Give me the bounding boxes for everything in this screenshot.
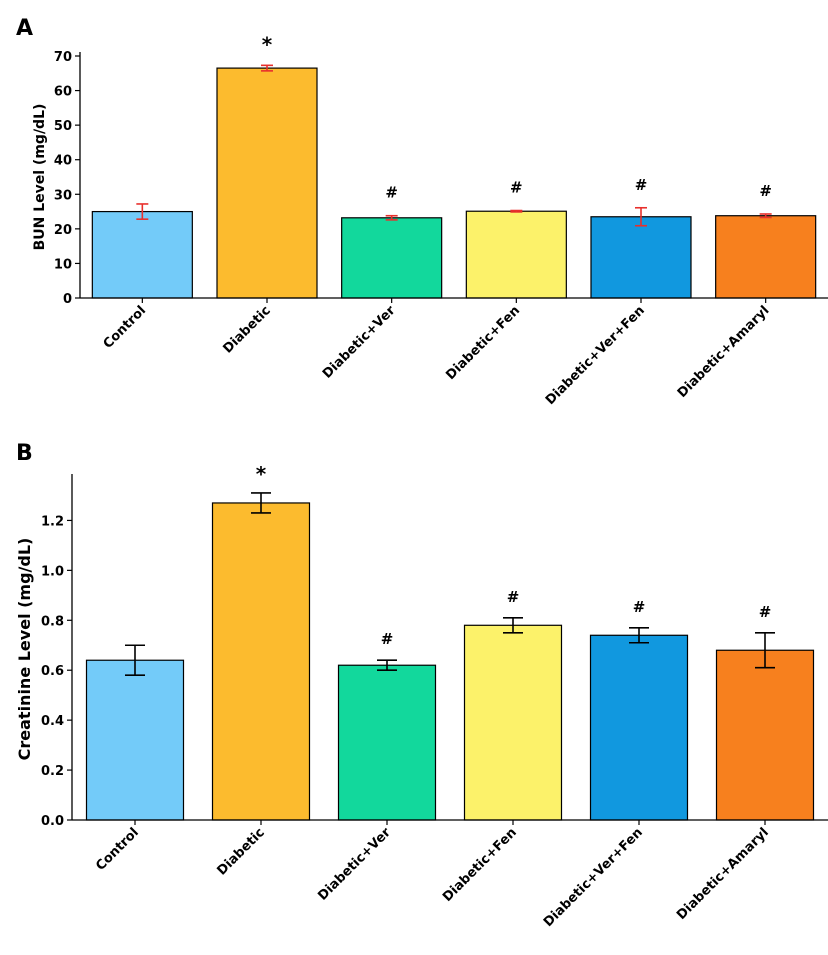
- error-bar: [510, 209, 523, 213]
- x-tick-label: Diabetic+Fen: [443, 303, 523, 383]
- x-tick-label: Control: [93, 825, 142, 874]
- error-bar: [251, 492, 271, 514]
- error-bar: [503, 616, 523, 634]
- y-tick-label: 0.4: [41, 714, 64, 729]
- y-tick-label: 20: [54, 223, 72, 238]
- panel-label-a: A: [16, 16, 33, 41]
- bar-control: [85, 659, 185, 821]
- error-bar: [629, 626, 649, 644]
- y-tick-label: 1.2: [41, 514, 64, 529]
- error-bar: [385, 214, 398, 221]
- bar-diabetic-fen: [463, 624, 563, 821]
- bar-diabetic: [211, 502, 311, 821]
- y-tick-label: 30: [54, 188, 72, 203]
- x-tick-label: Diabetic: [220, 303, 273, 356]
- y-tick-label: 50: [54, 119, 72, 134]
- x-tick-label: Diabetic+Fen: [440, 825, 520, 905]
- significance-marker: #: [635, 176, 648, 194]
- x-tick-label: Diabetic+Ver: [320, 303, 399, 382]
- error-bar: [261, 64, 273, 72]
- x-tick-label: Diabetic+Amaryl: [674, 825, 772, 923]
- significance-marker: #: [633, 598, 646, 616]
- y-axis-label: BUN Level (mg/dL): [32, 104, 48, 251]
- creatinine-chart: * # # # #0.0 0.2 0.4 0.6 0.8 1.0 1.2 Control Diabeti…: [15, 462, 828, 930]
- y-tick-label: 0.8: [41, 614, 64, 629]
- y-tick-label: 10: [54, 257, 72, 272]
- y-tick-label: 1.0: [41, 564, 64, 579]
- bar-diabetic: [216, 67, 318, 299]
- panel-label-b: B: [16, 441, 33, 466]
- error-bar: [125, 644, 145, 677]
- x-tick-label: Diabetic+Ver+Fen: [541, 825, 646, 930]
- significance-marker: #: [507, 588, 520, 606]
- y-tick-label: 70: [54, 50, 72, 65]
- bar-diabetic-amaryl: [715, 215, 817, 299]
- y-tick-label: 0.0: [41, 814, 64, 829]
- bar-diabetic-amaryl: [715, 649, 815, 821]
- error-bar: [759, 213, 772, 219]
- significance-marker: #: [759, 603, 772, 621]
- y-tick-label: 0.6: [41, 664, 64, 679]
- bar-diabetic-ver-fen: [590, 216, 692, 299]
- error-bar: [136, 203, 149, 220]
- significance-marker: *: [256, 462, 267, 486]
- significance-marker: #: [759, 182, 772, 200]
- x-tick-label: Control: [101, 303, 150, 352]
- significance-marker: #: [510, 179, 523, 197]
- significance-marker: #: [381, 630, 394, 648]
- error-bar: [755, 631, 775, 669]
- error-bar: [635, 206, 647, 227]
- significance-marker: #: [385, 184, 398, 202]
- bar-diabetic-fen: [465, 210, 567, 299]
- bar-diabetic-ver-fen: [589, 634, 689, 821]
- x-tick-label: Diabetic+Amaryl: [675, 303, 773, 401]
- y-tick-label: 0.2: [41, 764, 64, 779]
- x-tick-label: Diabetic+Ver+Fen: [543, 303, 648, 408]
- bar-diabetic-ver: [337, 664, 437, 821]
- y-tick-label: 0: [63, 292, 72, 307]
- y-tick-label: 60: [54, 85, 72, 100]
- bar-control: [91, 210, 193, 299]
- significance-marker: *: [262, 32, 273, 56]
- x-tick-label: Diabetic: [214, 825, 267, 878]
- x-tick-label: Diabetic+Ver: [315, 825, 394, 904]
- error-bar: [377, 659, 397, 672]
- y-axis-label: Creatinine Level (mg/dL): [15, 538, 34, 761]
- bun-chart: * # # # #0 10 20 30 40 50 60 70 Control Diabetic Diabe…: [32, 32, 828, 408]
- y-tick-label: 40: [54, 154, 72, 169]
- bar-diabetic-ver: [341, 217, 443, 299]
